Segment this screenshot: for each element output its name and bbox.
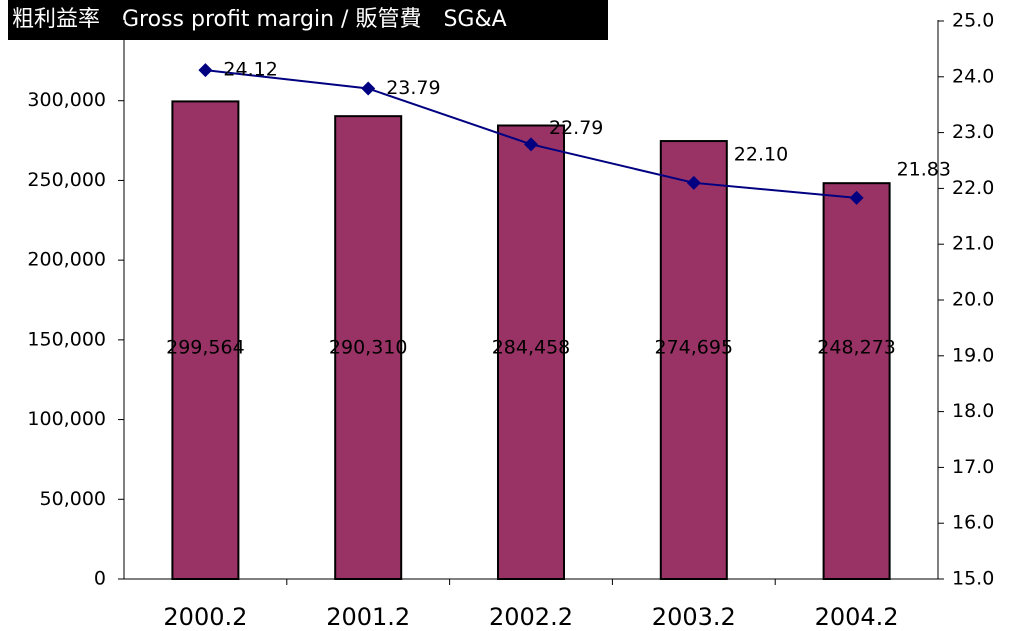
bar-value-label: 299,564 (166, 337, 245, 359)
y2-tick-label: 17.0 (952, 456, 994, 478)
y2-tick-label: 18.0 (952, 400, 994, 422)
bar-value-label: 274,695 (655, 337, 734, 359)
y2-tick-label: 20.0 (952, 289, 994, 311)
y-tick-label: 150,000 (27, 328, 106, 350)
bar (171, 100, 240, 580)
line-marker (198, 63, 213, 78)
line-marker (361, 81, 376, 96)
y2-tick-label: 24.0 (952, 65, 994, 87)
title-background (8, 0, 608, 40)
y2-tick-label: 23.0 (952, 121, 994, 143)
y2-tick-label: 16.0 (952, 512, 994, 534)
line-value-label: 22.79 (549, 117, 603, 139)
y-tick-label: 50,000 (40, 488, 106, 510)
y2-tick-label: 19.0 (952, 344, 994, 366)
bar-value-label: 290,310 (329, 337, 408, 359)
y-tick-label: 0 (94, 568, 106, 590)
line-marker (849, 190, 864, 205)
y2-tick-label: 25.0 (952, 10, 994, 32)
bar (497, 124, 565, 580)
chart-title: 粗利益率 Gross profit margin / 販管費 SG&A (12, 7, 507, 32)
x-tick-label: 2001.2 (326, 603, 410, 631)
y2-tick-label: 15.0 (952, 568, 994, 590)
x-tick-label: 2000.2 (163, 603, 247, 631)
x-tick-label: 2002.2 (489, 603, 573, 631)
y-tick-label: 200,000 (27, 249, 106, 271)
line-marker (686, 175, 701, 190)
line-marker (524, 137, 538, 152)
line-value-label: 23.79 (386, 77, 440, 99)
y2-tick-label: 21.0 (952, 233, 994, 255)
bar (659, 140, 728, 580)
y2-tick-label: 22.0 (952, 177, 994, 199)
bar (822, 182, 891, 580)
bar (334, 115, 403, 581)
x-tick-label: 2004.2 (815, 603, 899, 631)
x-tick-label: 2003.2 (652, 603, 736, 631)
line-value-label: 24.12 (223, 59, 277, 81)
y-tick-label: 250,000 (27, 169, 106, 191)
line-value-label: 22.10 (734, 143, 788, 165)
bar-value-label: 248,273 (817, 337, 896, 359)
bar-value-label: 284,458 (492, 337, 571, 359)
line-value-label: 21.83 (897, 158, 951, 180)
y-tick-label: 100,000 (27, 408, 106, 430)
y-tick-label: 300,000 (27, 89, 106, 111)
